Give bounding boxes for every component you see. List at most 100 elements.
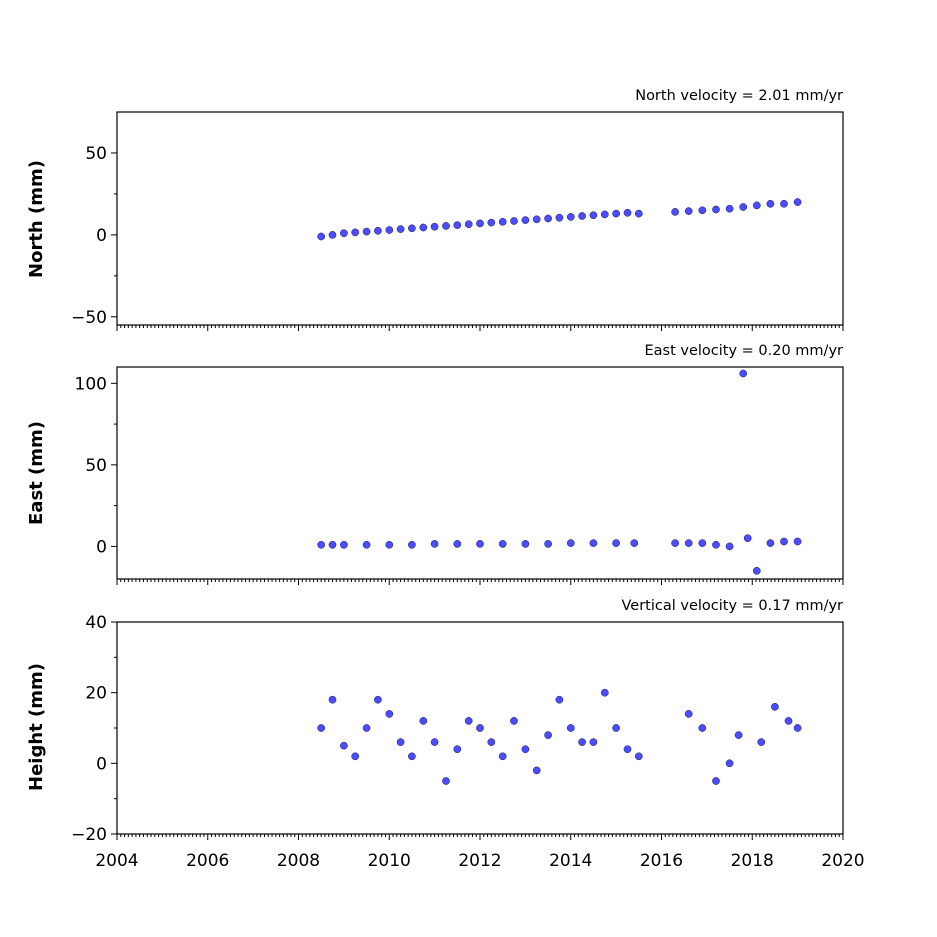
height-point bbox=[771, 702, 779, 711]
north-y-tick-label: 50 bbox=[85, 144, 107, 164]
east-title: East velocity = 0.20 mm/yr bbox=[644, 343, 843, 359]
height-point bbox=[362, 724, 371, 732]
north-point bbox=[430, 222, 439, 231]
height-point bbox=[589, 738, 598, 746]
north-title: North velocity = 2.01 mm/yr bbox=[635, 88, 843, 104]
height-point bbox=[430, 738, 439, 746]
x-tick-label: 2008 bbox=[277, 851, 320, 871]
height-point bbox=[419, 717, 428, 725]
north-point bbox=[532, 215, 541, 224]
north-point bbox=[487, 218, 496, 227]
height-y-ticks: −20 0 20 40 bbox=[71, 613, 117, 845]
east-point bbox=[544, 540, 552, 548]
height-point bbox=[566, 724, 575, 732]
east-point bbox=[430, 540, 439, 548]
height-point bbox=[793, 724, 802, 732]
east-y-ticks: 0 50 100 bbox=[75, 374, 117, 557]
north-point bbox=[374, 226, 382, 235]
height-y-tick-label: 20 bbox=[85, 684, 107, 704]
north-point bbox=[476, 219, 484, 228]
height-point bbox=[464, 717, 473, 725]
panel-height: Vertical velocity = 0.17 mm/yr Height (m… bbox=[26, 598, 865, 871]
height-y-tick-label: −20 bbox=[71, 825, 107, 845]
height-x-ticks: 2004 2006 2008 2010 2012 2014 2016 2018 2020 bbox=[95, 834, 865, 871]
height-point bbox=[544, 731, 552, 739]
north-point bbox=[317, 232, 326, 241]
east-y-tick-label: 0 bbox=[96, 537, 107, 557]
north-y-tick-label: 0 bbox=[96, 226, 107, 246]
north-point bbox=[453, 221, 462, 229]
height-y-tick-label: 0 bbox=[96, 754, 107, 774]
height-plot-area bbox=[116, 621, 844, 835]
east-point bbox=[752, 566, 761, 575]
east-point bbox=[698, 539, 707, 547]
height-point bbox=[578, 738, 586, 746]
north-point bbox=[555, 213, 564, 222]
east-point bbox=[498, 540, 507, 548]
height-point bbox=[396, 738, 405, 746]
north-point bbox=[766, 199, 775, 208]
panel-north: North velocity = 2.01 mm/yr North (mm) −… bbox=[26, 88, 844, 331]
east-point bbox=[766, 539, 775, 547]
east-point bbox=[725, 542, 734, 551]
height-point bbox=[476, 724, 484, 732]
east-point bbox=[589, 539, 598, 547]
east-point bbox=[476, 540, 484, 548]
height-point bbox=[725, 759, 734, 768]
height-point bbox=[712, 777, 720, 785]
east-point bbox=[385, 540, 394, 549]
height-point bbox=[612, 724, 620, 732]
north-point bbox=[464, 220, 473, 229]
height-point bbox=[600, 688, 609, 697]
north-point bbox=[684, 207, 693, 215]
north-point bbox=[578, 212, 586, 220]
x-tick-label: 2016 bbox=[640, 851, 683, 871]
north-point bbox=[351, 228, 360, 237]
east-point bbox=[453, 540, 462, 548]
height-point bbox=[340, 741, 348, 750]
east-y-tick-label: 50 bbox=[85, 456, 107, 476]
north-points bbox=[317, 198, 802, 241]
north-point bbox=[780, 199, 788, 208]
north-point bbox=[698, 206, 707, 215]
north-point bbox=[566, 213, 575, 221]
north-point bbox=[362, 227, 371, 236]
x-tick-label: 2018 bbox=[731, 851, 774, 871]
east-ylabel: East (mm) bbox=[26, 421, 47, 525]
north-point bbox=[328, 231, 337, 239]
north-point bbox=[385, 226, 394, 234]
east-point bbox=[521, 540, 530, 548]
height-point bbox=[698, 724, 707, 732]
east-point bbox=[671, 539, 679, 547]
east-point bbox=[612, 539, 620, 547]
height-point bbox=[784, 717, 793, 725]
east-point bbox=[408, 540, 416, 549]
east-point bbox=[362, 540, 371, 549]
north-point bbox=[725, 204, 734, 213]
north-x-ticks bbox=[116, 325, 844, 331]
east-point bbox=[630, 539, 639, 547]
height-point bbox=[453, 745, 462, 754]
north-point bbox=[340, 229, 348, 238]
x-tick-label: 2014 bbox=[549, 851, 592, 871]
east-points bbox=[317, 369, 802, 575]
x-tick-label: 2012 bbox=[458, 851, 501, 871]
east-point bbox=[317, 540, 326, 549]
east-point bbox=[780, 537, 788, 546]
height-point bbox=[623, 745, 632, 754]
east-point bbox=[743, 534, 752, 543]
panel-east: East velocity = 0.20 mm/yr East (mm) 0 50… bbox=[26, 343, 844, 585]
north-point bbox=[712, 205, 720, 214]
east-point bbox=[340, 540, 348, 549]
north-point bbox=[634, 209, 643, 218]
north-point bbox=[589, 211, 598, 220]
north-plot-area bbox=[116, 111, 844, 326]
north-point bbox=[544, 214, 552, 223]
north-point bbox=[623, 208, 632, 217]
height-points bbox=[317, 688, 802, 785]
height-point bbox=[684, 710, 693, 718]
north-ylabel: North (mm) bbox=[26, 160, 47, 278]
east-point bbox=[739, 369, 748, 378]
height-point bbox=[498, 752, 507, 761]
